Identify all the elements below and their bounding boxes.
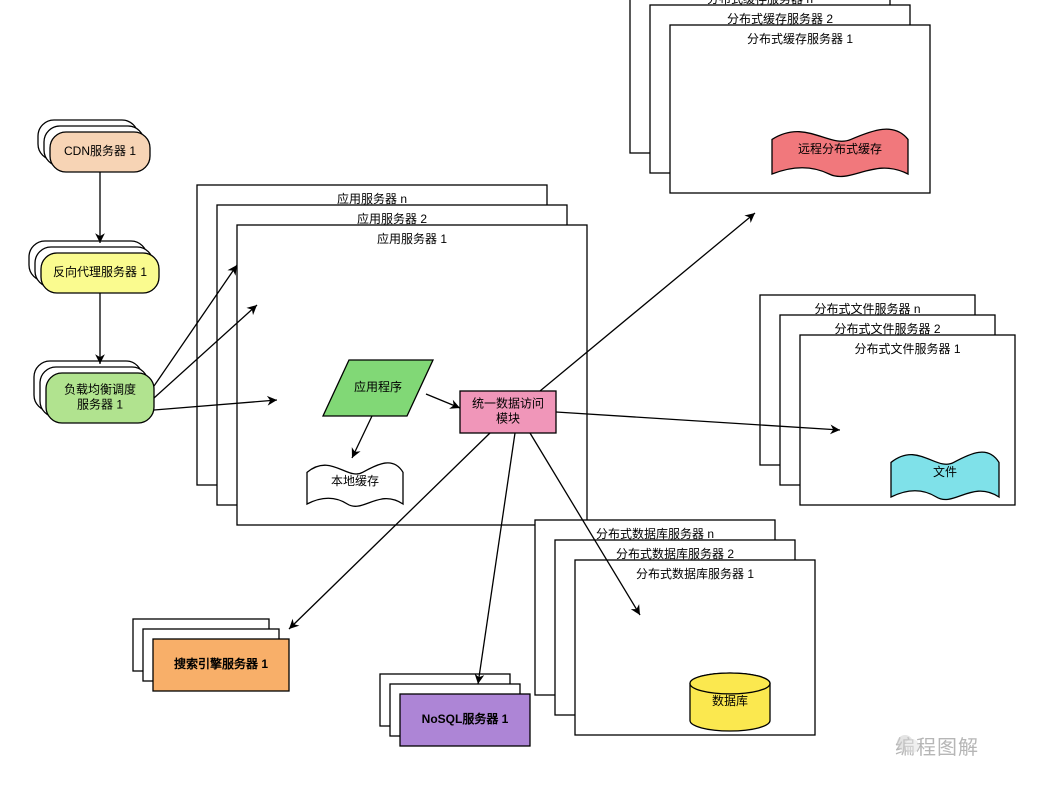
- svg-text:NoSQL服务器 1: NoSQL服务器 1: [422, 711, 509, 726]
- svg-text:本地缓存: 本地缓存: [331, 474, 379, 488]
- svg-text:分布式文件服务器 2: 分布式文件服务器 2: [834, 321, 940, 336]
- svg-text:远程分布式缓存: 远程分布式缓存: [798, 141, 882, 156]
- svg-text:CDN服务器 1: CDN服务器 1: [64, 143, 136, 158]
- svg-text:分布式数据库服务器 1: 分布式数据库服务器 1: [636, 566, 754, 581]
- svg-text:搜索引擎服务器 1: 搜索引擎服务器 1: [174, 656, 268, 671]
- svg-text:数据库: 数据库: [712, 693, 748, 708]
- svg-text:模块: 模块: [496, 412, 520, 426]
- svg-text:文件: 文件: [933, 464, 957, 479]
- svg-text:分布式缓存服务器 2: 分布式缓存服务器 2: [727, 11, 833, 26]
- svg-text:服务器 1: 服务器 1: [77, 397, 123, 412]
- svg-text:应用服务器 1: 应用服务器 1: [377, 231, 447, 246]
- wechat-icon: [895, 731, 921, 757]
- watermark: 编程图解: [895, 731, 979, 760]
- svg-text:分布式数据库服务器 2: 分布式数据库服务器 2: [616, 546, 734, 561]
- svg-text:应用服务器 2: 应用服务器 2: [357, 211, 427, 226]
- svg-text:应用服务器 n: 应用服务器 n: [337, 191, 407, 206]
- svg-text:分布式文件服务器 n: 分布式文件服务器 n: [814, 301, 920, 316]
- svg-text:负载均衡调度: 负载均衡调度: [64, 382, 136, 397]
- svg-text:分布式数据库服务器 n: 分布式数据库服务器 n: [596, 526, 714, 541]
- svg-text:分布式文件服务器 1: 分布式文件服务器 1: [854, 341, 960, 356]
- svg-text:应用程序: 应用程序: [354, 379, 402, 394]
- svg-text:分布式缓存服务器 1: 分布式缓存服务器 1: [747, 31, 853, 46]
- svg-text:反向代理服务器 1: 反向代理服务器 1: [53, 264, 147, 279]
- architecture-diagram: 应用服务器 n应用服务器 2应用服务器 1分布式缓存服务器 n分布式缓存服务器 …: [0, 0, 1051, 788]
- svg-text:统一数据访问: 统一数据访问: [472, 396, 544, 411]
